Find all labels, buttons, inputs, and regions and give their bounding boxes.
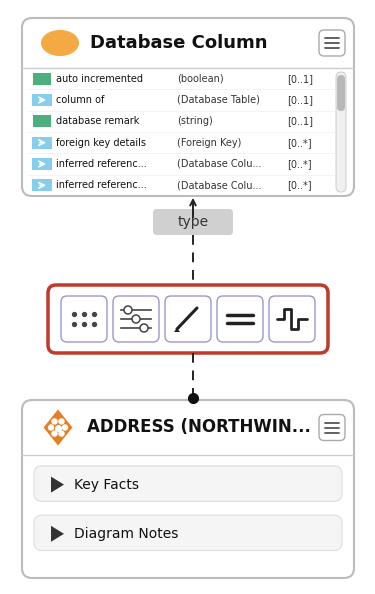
FancyBboxPatch shape (269, 296, 315, 342)
Text: [0..1]: [0..1] (287, 116, 313, 127)
Text: auto incremented: auto incremented (56, 74, 143, 84)
Text: (string): (string) (177, 116, 213, 127)
Circle shape (52, 431, 57, 436)
FancyBboxPatch shape (336, 72, 346, 192)
Circle shape (132, 315, 140, 323)
Polygon shape (51, 476, 64, 492)
FancyBboxPatch shape (153, 209, 233, 235)
FancyBboxPatch shape (319, 30, 345, 56)
FancyBboxPatch shape (337, 75, 345, 111)
Text: [0..*]: [0..*] (287, 159, 312, 169)
Circle shape (59, 419, 64, 424)
FancyBboxPatch shape (113, 296, 159, 342)
Circle shape (140, 324, 148, 332)
FancyBboxPatch shape (32, 94, 52, 106)
Text: foreign key details: foreign key details (56, 138, 146, 148)
Text: (boolean): (boolean) (177, 74, 224, 84)
FancyBboxPatch shape (61, 296, 107, 342)
Text: (Foreign Key): (Foreign Key) (177, 138, 242, 148)
Circle shape (124, 306, 132, 314)
FancyBboxPatch shape (32, 137, 52, 148)
Text: Database Column: Database Column (90, 34, 267, 52)
Text: database remark: database remark (56, 116, 140, 127)
FancyBboxPatch shape (48, 285, 328, 353)
Text: inferred referenc...: inferred referenc... (56, 159, 147, 169)
Polygon shape (51, 526, 64, 542)
FancyBboxPatch shape (32, 158, 52, 170)
FancyBboxPatch shape (22, 400, 354, 578)
Circle shape (48, 425, 54, 430)
Text: (Database Table): (Database Table) (177, 95, 260, 105)
FancyBboxPatch shape (33, 72, 51, 85)
FancyBboxPatch shape (32, 179, 52, 191)
Text: Key Facts: Key Facts (74, 478, 139, 492)
Circle shape (52, 419, 57, 424)
FancyBboxPatch shape (319, 415, 345, 441)
FancyBboxPatch shape (22, 18, 354, 196)
Text: (Database Colu...: (Database Colu... (177, 181, 261, 190)
Text: column of: column of (56, 95, 104, 105)
Text: [0..1]: [0..1] (287, 95, 313, 105)
FancyBboxPatch shape (34, 515, 342, 551)
Circle shape (63, 425, 68, 430)
Polygon shape (174, 328, 180, 332)
FancyBboxPatch shape (217, 296, 263, 342)
Text: [0..*]: [0..*] (287, 138, 312, 148)
Text: [0..*]: [0..*] (287, 181, 312, 190)
Text: type: type (177, 215, 209, 229)
Text: ADDRESS (NORTHWIN...: ADDRESS (NORTHWIN... (87, 419, 311, 437)
FancyBboxPatch shape (165, 296, 211, 342)
FancyBboxPatch shape (33, 115, 51, 127)
FancyBboxPatch shape (34, 466, 342, 501)
Text: [0..1]: [0..1] (287, 74, 313, 84)
Circle shape (59, 431, 64, 436)
Polygon shape (44, 409, 72, 446)
Text: (Database Colu...: (Database Colu... (177, 159, 261, 169)
Text: inferred referenc...: inferred referenc... (56, 181, 147, 190)
Ellipse shape (41, 30, 79, 56)
Text: Diagram Notes: Diagram Notes (74, 527, 178, 541)
